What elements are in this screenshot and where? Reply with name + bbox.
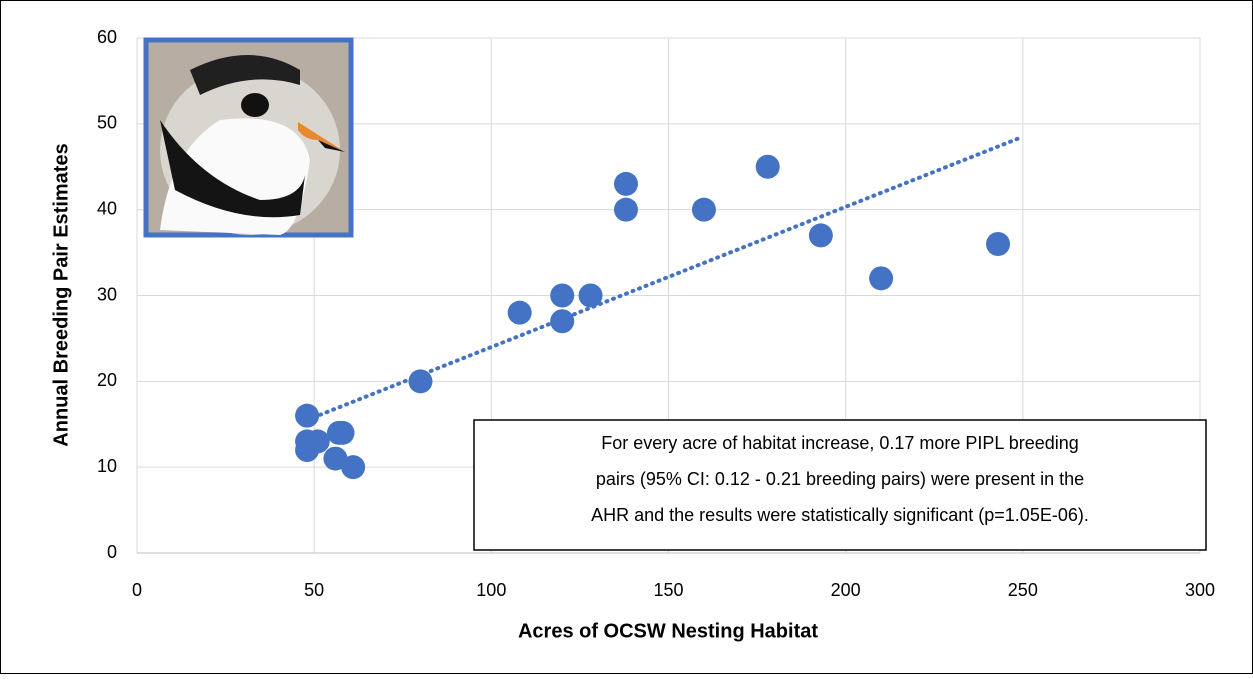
point: [305, 429, 330, 454]
point: [330, 420, 355, 445]
x-tick-label: 0: [132, 580, 142, 600]
point: [986, 232, 1011, 256]
point: [507, 300, 532, 325]
annotation: For every acre of habitat increase, 0.17…: [473, 419, 1207, 551]
x-tick-label: 100: [476, 580, 506, 600]
y-axis-label: Annual Breeding Pair Estimates: [50, 143, 72, 446]
x-tick-label: 50: [304, 580, 324, 600]
x-tick-label: 250: [1008, 580, 1038, 600]
x-axis-label: Acres of OCSW Nesting Habitat: [518, 620, 818, 642]
annotation-line: pairs (95% CI: 0.12 - 0.21 breeding pair…: [596, 469, 1084, 489]
y-tick-label: 40: [97, 198, 117, 218]
annotation-line: AHR and the results were statistically s…: [591, 505, 1089, 525]
y-tick-label: 0: [107, 542, 117, 562]
y-tick-label: 50: [97, 113, 117, 133]
point: [578, 283, 603, 308]
point: [613, 197, 638, 222]
y-tick-label: 20: [97, 370, 117, 390]
x-tick-label: 300: [1185, 580, 1215, 600]
point: [808, 223, 833, 248]
point: [550, 309, 575, 334]
marks: [295, 134, 1025, 480]
x-tick-label: 200: [831, 580, 861, 600]
y-tick-label: 60: [97, 27, 117, 47]
point: [408, 369, 433, 394]
point: [869, 266, 894, 291]
point: [550, 283, 575, 308]
point: [691, 197, 716, 222]
point: [613, 171, 638, 196]
point: [755, 154, 780, 179]
point: [341, 455, 366, 480]
bird-photo: [143, 37, 354, 238]
point: [295, 403, 320, 428]
y-tick-label: 30: [97, 284, 117, 304]
x-tick-label: 150: [653, 580, 683, 600]
annotation-line: For every acre of habitat increase, 0.17…: [601, 433, 1079, 453]
y-tick-label: 10: [97, 456, 117, 476]
